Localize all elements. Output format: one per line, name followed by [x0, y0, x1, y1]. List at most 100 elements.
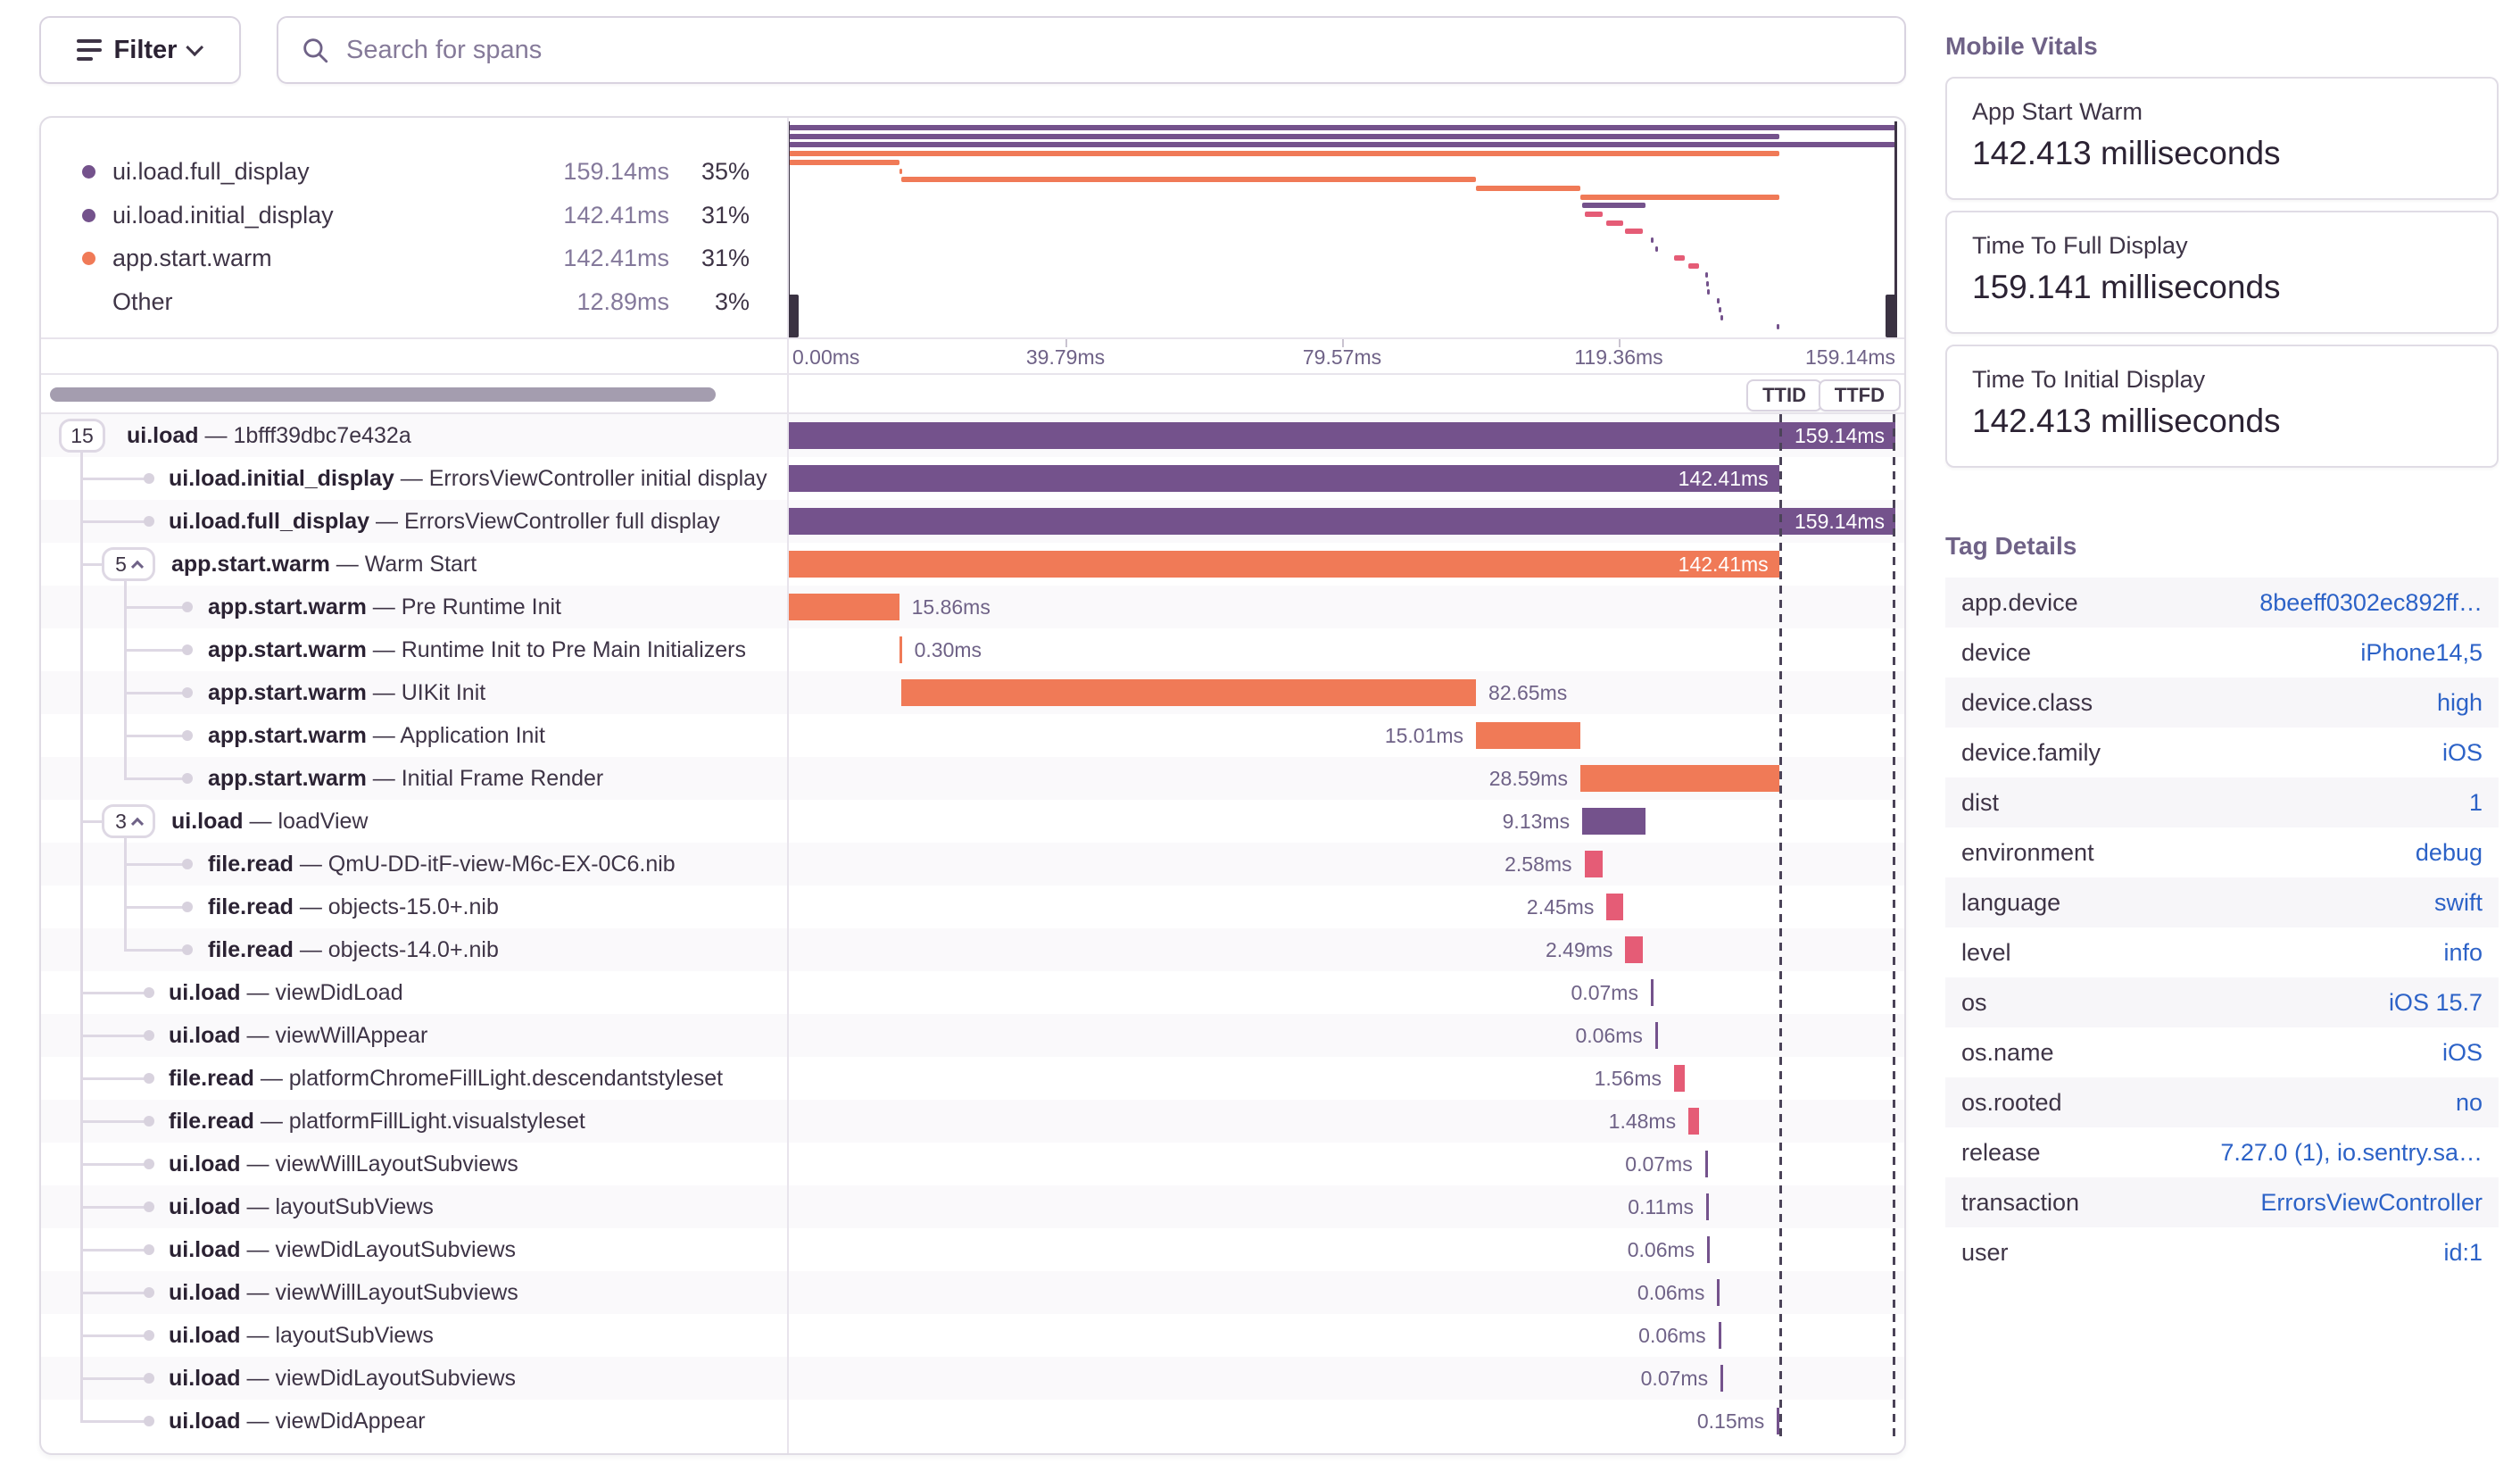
axis-tick-mark: [1619, 339, 1621, 347]
tag-value-link[interactable]: iOS 15.7: [2388, 989, 2483, 1016]
span-duration-label: 82.65ms: [1488, 681, 1568, 704]
tag-value-link[interactable]: 8beeff0302ec892ff…: [2259, 589, 2483, 616]
tree-expand-badge[interactable]: 5: [102, 547, 155, 581]
minimap-right-drag-handle[interactable]: [1886, 295, 1897, 337]
span-label: ui.load — viewDidLayoutSubviews: [169, 1366, 517, 1391]
vital-card-label: App Start Warm: [1972, 98, 2143, 125]
tag-value-link[interactable]: iPhone14,5: [2360, 639, 2483, 666]
span-row[interactable]: ui.load — layoutSubViews 0.06ms: [41, 1314, 1904, 1357]
tree-expand-badge[interactable]: 15: [59, 419, 105, 453]
tag-key: device.family: [1961, 739, 2101, 766]
tag-value-link[interactable]: iOS: [2441, 1039, 2483, 1066]
span-row[interactable]: file.read — platformFillLight.visualstyl…: [41, 1100, 1904, 1143]
search-box[interactable]: [277, 16, 1906, 84]
tag-value-link[interactable]: id:1: [2443, 1239, 2483, 1266]
span-bar[interactable]: [1584, 851, 1603, 877]
span-tree-cell: 5 app.start.warm — Warm Start: [41, 543, 787, 586]
tag-value-link[interactable]: 7.27.0 (1), io.sentry.sa…: [2220, 1139, 2483, 1166]
span-track: 0.07ms: [789, 1143, 1895, 1185]
span-row[interactable]: ui.load — viewWillAppear 0.06ms: [41, 1014, 1904, 1057]
tag-value-link[interactable]: swift: [2434, 889, 2483, 916]
span-bar[interactable]: [1720, 1365, 1724, 1392]
span-row[interactable]: ui.load — viewDidLayoutSubviews 0.07ms: [41, 1357, 1904, 1400]
tag-value-link[interactable]: 1: [2468, 789, 2483, 816]
span-bar[interactable]: [1650, 979, 1654, 1006]
scrollbar-thumb[interactable]: [50, 387, 716, 402]
span-row[interactable]: 5 app.start.warm — Warm Start 142.41ms: [41, 543, 1904, 586]
span-row[interactable]: app.start.warm — Application Init 15.01ms: [41, 714, 1904, 757]
span-bar[interactable]: [789, 508, 1895, 535]
ttid-button[interactable]: TTID: [1746, 379, 1822, 412]
span-bar[interactable]: [1476, 722, 1580, 749]
span-row[interactable]: ui.load — viewDidLoad 0.07ms: [41, 971, 1904, 1014]
tree-connector-line: [80, 1249, 149, 1251]
span-bar[interactable]: [789, 551, 1779, 578]
span-tree-cell: ui.load.initial_display — ErrorsViewCont…: [41, 457, 787, 500]
tag-value-link[interactable]: high: [2436, 689, 2483, 716]
vital-card-label: Time To Full Display: [1972, 232, 2188, 259]
span-row[interactable]: ui.load — layoutSubViews 0.11ms: [41, 1185, 1904, 1228]
horizontal-scrollbar[interactable]: [41, 375, 787, 414]
legend-color-dot: [82, 252, 95, 265]
span-label: app.start.warm — Initial Frame Render: [208, 766, 604, 791]
tag-value-link[interactable]: info: [2443, 939, 2483, 966]
span-bar[interactable]: [1705, 1193, 1709, 1220]
tag-value-link[interactable]: debug: [2415, 839, 2483, 866]
span-bar[interactable]: [1674, 1065, 1686, 1092]
span-row[interactable]: file.read — objects-14.0+.nib 2.49ms: [41, 928, 1904, 971]
span-bar[interactable]: [899, 636, 902, 663]
span-bar[interactable]: [1718, 1322, 1721, 1349]
tree-connector-dot: [182, 859, 193, 869]
span-bar[interactable]: [789, 594, 899, 620]
span-bar[interactable]: [1579, 765, 1779, 792]
span-duration-label: 1.48ms: [1608, 1110, 1677, 1133]
filter-button[interactable]: Filter: [39, 16, 241, 84]
span-bar[interactable]: [1582, 808, 1646, 835]
span-bar[interactable]: [1704, 1151, 1708, 1177]
span-bar[interactable]: [789, 465, 1779, 492]
search-input[interactable]: [346, 35, 1883, 65]
tag-value-link[interactable]: iOS: [2441, 739, 2483, 766]
span-bar[interactable]: [1606, 894, 1624, 920]
tree-expand-badge[interactable]: 3: [102, 804, 155, 838]
minimap-left-drag-handle[interactable]: [787, 295, 799, 337]
tag-key: user: [1961, 1239, 2009, 1266]
span-row[interactable]: ui.load.initial_display — ErrorsViewCont…: [41, 457, 1904, 500]
span-row[interactable]: 15 ui.load — 1bfff39dbc7e432a 159.14ms: [41, 414, 1904, 457]
span-row[interactable]: ui.load — viewDidLayoutSubviews 0.06ms: [41, 1228, 1904, 1271]
span-row[interactable]: file.read — objects-15.0+.nib 2.45ms: [41, 886, 1904, 928]
span-row[interactable]: app.start.warm — Pre Runtime Init 15.86ms: [41, 586, 1904, 628]
span-bar[interactable]: [1777, 1408, 1780, 1434]
ttfd-button[interactable]: TTFD: [1818, 379, 1901, 412]
tag-value-link[interactable]: ErrorsViewController: [2260, 1189, 2483, 1216]
span-bar[interactable]: [1625, 936, 1643, 963]
span-bar[interactable]: [900, 679, 1477, 706]
span-row[interactable]: ui.load.full_display — ErrorsViewControl…: [41, 500, 1904, 543]
span-row[interactable]: file.read — platformChromeFillLight.desc…: [41, 1057, 1904, 1100]
span-bar[interactable]: [1688, 1108, 1699, 1135]
span-row[interactable]: ui.load — viewDidAppear 0.15ms: [41, 1400, 1904, 1443]
span-label: file.read — QmU-DD-itF-view-M6c-EX-0C6.n…: [208, 852, 676, 877]
span-row[interactable]: app.start.warm — Initial Frame Render 28.…: [41, 757, 1904, 800]
tag-key: os.rooted: [1961, 1089, 2062, 1116]
span-row[interactable]: 3 ui.load — loadView 9.13ms: [41, 800, 1904, 843]
tree-guide-line: [80, 453, 83, 1421]
span-row[interactable]: ui.load — viewWillLayoutSubviews 0.06ms: [41, 1271, 1904, 1314]
tree-connector-dot: [182, 687, 193, 698]
trace-minimap[interactable]: [787, 121, 1897, 337]
span-row[interactable]: app.start.warm — Runtime Init to Pre Mai…: [41, 628, 1904, 671]
span-row[interactable]: ui.load — viewWillLayoutSubviews 0.07ms: [41, 1143, 1904, 1185]
span-bar[interactable]: [789, 422, 1895, 449]
span-bar[interactable]: [1654, 1022, 1658, 1049]
tag-value-link[interactable]: no: [2455, 1089, 2483, 1116]
span-bar[interactable]: [1707, 1236, 1711, 1263]
span-track: 15.01ms: [789, 714, 1895, 757]
minimap-span-bar: [789, 151, 1779, 157]
span-bar[interactable]: [1717, 1279, 1720, 1306]
tree-connector-line: [124, 606, 187, 609]
span-track: 9.13ms: [789, 800, 1895, 843]
minimap-viewport-right-edge[interactable]: [1894, 121, 1897, 337]
span-row[interactable]: app.start.warm — UIKit Init 82.65ms: [41, 671, 1904, 714]
span-row[interactable]: file.read — QmU-DD-itF-view-M6c-EX-0C6.n…: [41, 843, 1904, 886]
